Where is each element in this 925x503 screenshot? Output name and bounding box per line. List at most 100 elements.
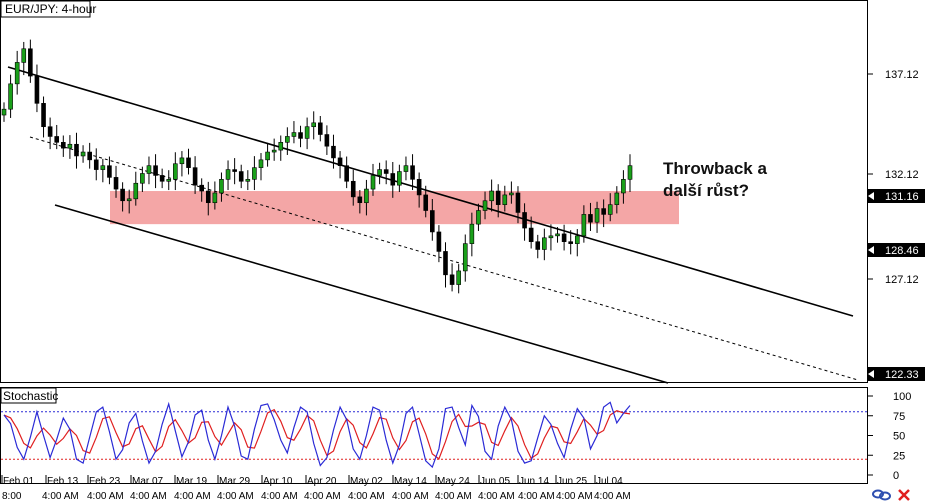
x-time-label: 4:00 AM <box>392 491 429 502</box>
channel-upper-line <box>7 66 854 317</box>
candle <box>298 125 303 148</box>
time-axis: Feb 01 Feb 13 Feb 23 Mar 07 Mar 19 Mar 29 Apr … <box>1 475 631 502</box>
candle <box>436 225 442 263</box>
candle <box>443 242 448 288</box>
support-zone-rect <box>110 191 679 225</box>
candle <box>456 264 461 294</box>
candle <box>548 224 554 251</box>
close-icon[interactable] <box>897 488 911 502</box>
stochastic-k-line <box>3 401 631 469</box>
candle <box>528 216 534 249</box>
price-tick-label: 127.12 <box>885 274 919 286</box>
x-date-label: Jul 04 <box>596 476 623 487</box>
candle <box>74 132 79 169</box>
candle <box>607 193 613 222</box>
candle <box>574 229 580 257</box>
candle <box>317 116 323 142</box>
candle <box>87 142 92 169</box>
x-time-label: 4:00 AM <box>478 491 515 502</box>
candle <box>186 148 191 175</box>
candle <box>423 185 429 218</box>
candle <box>219 172 224 202</box>
stochastic-axis: 100 75 50 25 0 <box>868 391 911 482</box>
candle <box>133 171 139 206</box>
candle <box>390 161 396 198</box>
candle <box>1 102 7 122</box>
candle <box>238 164 244 189</box>
x-date-label: Apr 10 <box>263 476 293 487</box>
x-date-label: May 14 <box>394 476 427 487</box>
candle <box>364 179 369 216</box>
candle <box>410 154 415 191</box>
candle <box>199 178 204 202</box>
candle <box>225 160 231 191</box>
x-time-label: 4:00 AM <box>130 491 167 502</box>
price-marker: 128.46 <box>868 243 925 257</box>
candle <box>489 179 494 212</box>
link-icon[interactable] <box>872 489 891 501</box>
candle <box>509 181 514 204</box>
candles <box>1 39 633 294</box>
candle <box>107 156 112 185</box>
candle <box>41 96 46 138</box>
candle <box>8 74 13 118</box>
candle <box>153 154 158 189</box>
candle <box>403 156 409 181</box>
x-date-label: Jun 14 <box>519 476 549 487</box>
stochastic-panel-frame <box>0 387 868 484</box>
candle <box>61 135 66 157</box>
x-date-label: Mar 29 <box>219 476 251 487</box>
x-date-label: Feb 01 <box>3 476 35 487</box>
candle <box>28 39 33 83</box>
chart-title: EUR/JPY: 4-hour <box>5 2 96 16</box>
x-time-label: 4:00 AM <box>42 491 79 502</box>
x-date-label: Feb 13 <box>47 476 79 487</box>
candle <box>113 165 119 198</box>
candle <box>232 158 237 185</box>
chart-title-box <box>0 0 91 18</box>
candle <box>383 160 389 185</box>
candle <box>627 154 633 192</box>
candle <box>179 151 185 177</box>
candle <box>568 230 573 255</box>
candle <box>120 182 125 212</box>
x-time-label: 4:00 AM <box>174 491 211 502</box>
stochastic-tick-label: 100 <box>893 391 911 403</box>
candle <box>252 156 257 191</box>
candle <box>469 212 475 257</box>
price-tick-label: 132.12 <box>885 169 919 181</box>
stochastic-label-box <box>0 387 57 404</box>
candle <box>416 172 422 208</box>
svg-text:122.33: 122.33 <box>885 369 919 381</box>
candle <box>265 142 270 167</box>
stochastic-label: Stochastic <box>3 389 58 403</box>
candle <box>476 203 481 231</box>
candle <box>159 168 165 189</box>
x-time-label: 4:00 AM <box>261 491 298 502</box>
candle <box>140 166 145 192</box>
candle <box>337 151 343 179</box>
candle <box>304 117 310 150</box>
candle <box>502 185 508 212</box>
stochastic-d-line <box>3 408 631 460</box>
candle <box>542 228 547 261</box>
candle <box>430 199 435 241</box>
candle <box>245 170 251 191</box>
candle <box>331 134 336 169</box>
price-marker: 131.16 <box>868 189 925 203</box>
annotation-text: Throwback a další růst? <box>663 159 767 200</box>
candle <box>14 50 20 95</box>
candle <box>535 234 541 259</box>
candle <box>614 186 620 214</box>
price-tick-label: 137.12 <box>885 69 919 81</box>
x-time-label: 4:00 AM <box>594 491 631 502</box>
candle <box>146 156 152 185</box>
candle <box>601 199 606 228</box>
channel-lower-line <box>54 204 669 384</box>
candle <box>271 138 277 161</box>
x-time-label: 4:00 AM <box>435 491 472 502</box>
candle <box>21 41 27 76</box>
stochastic-tick-label: 0 <box>893 470 899 482</box>
candle <box>311 111 317 140</box>
